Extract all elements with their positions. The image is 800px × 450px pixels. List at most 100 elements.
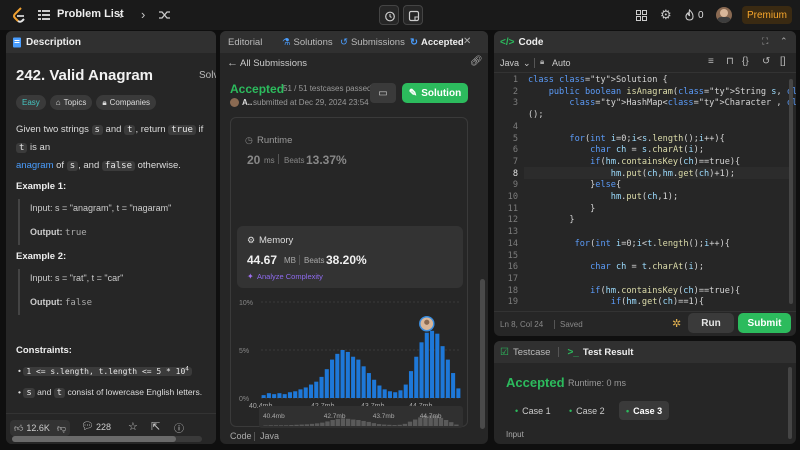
- notebook-button[interactable]: ▭: [370, 83, 396, 103]
- distribution-bar: [451, 373, 456, 398]
- result-status: Accepted: [506, 375, 565, 390]
- star-icon[interactable]: ☆: [128, 421, 138, 433]
- analyze-complexity-link[interactable]: Analyze Complexity: [257, 272, 323, 281]
- companies-tag[interactable]: 🔒︎ Companies: [96, 95, 157, 110]
- link-icon[interactable]: 🔗︎: [470, 56, 483, 67]
- scrollbar[interactable]: [12, 436, 202, 442]
- overview-bar: [443, 420, 449, 426]
- tab-accepted[interactable]: ↻ Accepted: [410, 37, 464, 48]
- tab-code[interactable]: Code: [518, 36, 544, 48]
- code-t: t: [16, 143, 28, 153]
- code-panel: </> Code ⛶ ⌃ Java ⌄ 🔒︎ Auto ≡ ⊓ {} ↺ [] 1…: [494, 31, 796, 336]
- help-icon[interactable]: ⓘ: [174, 424, 184, 435]
- solution-button[interactable]: ✎ Solution: [402, 83, 468, 103]
- lock-icon: 🔒︎: [540, 57, 545, 66]
- tab-editorial[interactable]: Editorial: [228, 37, 262, 48]
- divider: [534, 58, 535, 68]
- overview-bar: [340, 418, 346, 426]
- collapse-icon[interactable]: ⌃: [780, 36, 788, 46]
- like-button[interactable]: 👍︎ 12.6K 👎︎: [10, 420, 71, 436]
- close-icon[interactable]: ✕: [463, 36, 472, 47]
- distribution-bar: [435, 333, 440, 398]
- tab-testcase[interactable]: Testcase: [512, 346, 551, 358]
- share-icon[interactable]: ⇱: [151, 421, 161, 433]
- distribution-bar: [387, 391, 392, 398]
- divider: [254, 432, 255, 441]
- code-editor[interactable]: 1 class class="ty">Solution {2 public boo…: [494, 75, 796, 307]
- thumbs-down-icon[interactable]: 👎︎: [56, 422, 67, 433]
- code-line: for(int i=0;i<t.length();i++){: [574, 238, 730, 249]
- language-select[interactable]: Java ⌄: [500, 58, 531, 69]
- user-avatar[interactable]: [230, 98, 239, 107]
- code-line: }: [528, 215, 575, 226]
- memory-card[interactable]: ⚙ Memory 44.67 MB Beats 38.20% ✦ Analyze…: [237, 226, 463, 288]
- distribution-bar: [308, 384, 314, 398]
- overview-bar: [356, 420, 361, 426]
- statement-text: Given two strings: [16, 124, 92, 135]
- comment-icon[interactable]: 💬︎: [81, 421, 94, 432]
- case-3-tab[interactable]: • Case 3: [619, 401, 670, 420]
- layout-grid-icon[interactable]: [636, 10, 647, 21]
- memory-distribution-chart[interactable]: 10%5%0%40.4mb42.7mb43.7mb44.7mb40.4mb42.…: [231, 294, 469, 428]
- user-name[interactable]: A..: [242, 98, 253, 107]
- topics-tag[interactable]: ⌂ Topics: [49, 95, 93, 110]
- constraint-1-exponent: 4: [185, 365, 189, 372]
- auto-mode[interactable]: Auto: [552, 58, 571, 68]
- settings-brackets-icon[interactable]: []: [780, 56, 786, 67]
- case-2-tab[interactable]: • Case 2: [569, 406, 605, 416]
- anagram-link[interactable]: anagram: [16, 160, 54, 171]
- debug-icon[interactable]: ✲: [672, 318, 682, 330]
- all-submissions-link[interactable]: All Submissions: [240, 58, 308, 69]
- description-footer: 👍︎ 12.6K 👎︎ 💬︎ 228 ☆ ⇱ ⓘ: [6, 413, 216, 444]
- code-line: if(hm.containsKey(ch)==true){: [590, 156, 741, 167]
- premium-button[interactable]: Premium: [742, 6, 792, 24]
- code-false: false: [101, 161, 135, 171]
- tab-submissions[interactable]: ↺ Submissions: [340, 37, 405, 48]
- distribution-bar: [382, 389, 387, 398]
- scrollbar[interactable]: [788, 367, 792, 439]
- streak-fire-icon[interactable]: [684, 9, 695, 21]
- save-status: Saved: [560, 320, 583, 329]
- description-panel: Description 242. Valid Anagram Solv Easy…: [6, 31, 216, 444]
- notes-button[interactable]: [403, 5, 423, 25]
- code-lang-label: Java: [260, 431, 280, 441]
- submission-tabs: Editorial ⚗ Solutions ↺ Submissions ↻ Accep…: [220, 31, 488, 53]
- run-button[interactable]: Run: [688, 313, 734, 333]
- tab-test-result[interactable]: Test Result: [582, 346, 634, 358]
- overview-bar: [278, 425, 284, 426]
- leetcode-logo-icon[interactable]: [12, 7, 26, 23]
- tab-editorial-label: Editorial: [228, 37, 263, 48]
- case-1-tab[interactable]: • Case 1: [515, 406, 551, 416]
- problem-list-link[interactable]: Problem List: [57, 8, 124, 20]
- prev-problem-icon[interactable]: ‹: [118, 7, 123, 22]
- tab-solutions-peek[interactable]: Solv: [199, 70, 216, 81]
- testcases-passed: 51 / 51 testcases passed: [283, 84, 372, 93]
- list-icon[interactable]: [38, 10, 50, 20]
- gear-icon[interactable]: ⚙: [660, 7, 672, 22]
- code-line: char ch = t.charAt(i);: [590, 262, 705, 273]
- reset-icon[interactable]: ↺: [762, 56, 771, 67]
- cursor-position: Ln 8, Col 24: [500, 320, 544, 329]
- shuffle-icon[interactable]: [159, 10, 171, 20]
- tab-solutions[interactable]: ⚗ Solutions: [282, 37, 333, 48]
- example1-output: true: [65, 228, 87, 238]
- tab-description[interactable]: Description: [26, 36, 82, 48]
- avatar[interactable]: [716, 7, 732, 23]
- next-problem-icon[interactable]: ›: [141, 7, 146, 22]
- y-tick-label: 5%: [239, 348, 249, 355]
- sparkle-icon: ✦: [247, 272, 254, 281]
- scrollbar[interactable]: [480, 279, 485, 429]
- submit-button[interactable]: Submit: [738, 313, 791, 333]
- result-runtime: Runtime: 0 ms: [568, 378, 627, 388]
- timer-button[interactable]: [379, 5, 399, 25]
- expand-icon[interactable]: ⛶: [762, 36, 769, 46]
- y-tick-label: 0%: [239, 396, 249, 403]
- format-icon[interactable]: ≡: [708, 56, 714, 67]
- back-arrow-icon[interactable]: ←: [227, 57, 238, 69]
- editor-scrollbar[interactable]: [789, 79, 793, 304]
- braces-icon[interactable]: {}: [742, 56, 749, 67]
- line-number: 5: [512, 133, 518, 144]
- distribution-bar: [287, 392, 292, 398]
- bookmark-icon[interactable]: ⊓: [726, 56, 734, 67]
- code-t: t: [124, 125, 136, 135]
